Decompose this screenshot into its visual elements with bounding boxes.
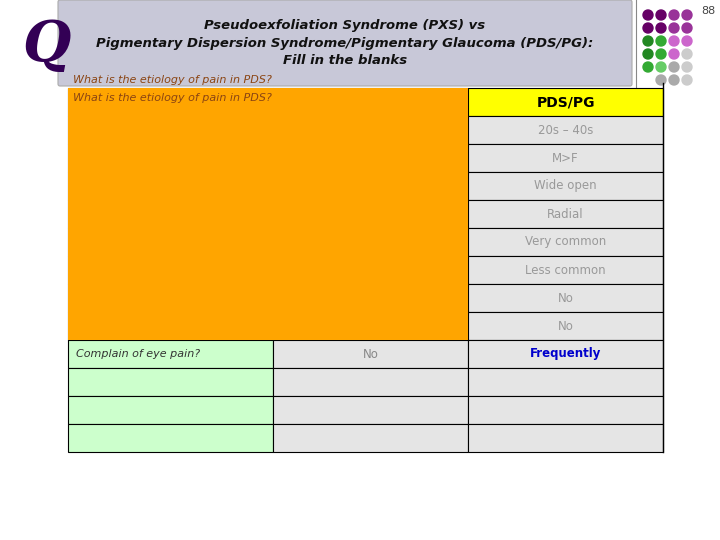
Text: Less common: Less common (525, 264, 606, 276)
Text: No: No (557, 320, 573, 333)
Bar (273, 396, 468, 424)
Text: Complain of eye pain?: Complain of eye pain? (76, 349, 200, 359)
Circle shape (682, 23, 692, 33)
Bar (273, 368, 468, 396)
Bar (68, 396, 273, 424)
Text: Pigment pattern: Pigment pattern (76, 209, 167, 219)
Bar (68, 172, 273, 200)
Circle shape (682, 49, 692, 59)
Circle shape (682, 10, 692, 20)
Bar (468, 172, 663, 200)
Bar (68, 88, 273, 116)
Text: 20s – 40s: 20s – 40s (538, 124, 593, 137)
Circle shape (682, 36, 692, 46)
Text: Radial: Radial (547, 207, 584, 220)
Bar (468, 144, 663, 172)
Circle shape (669, 49, 679, 59)
Text: What is the etiology of pain in PDS?: What is the etiology of pain in PDS? (73, 75, 272, 85)
Bar (68, 88, 468, 340)
Circle shape (656, 10, 666, 20)
Bar (468, 200, 663, 228)
Bar (273, 228, 468, 256)
Text: Sex: Sex (76, 153, 96, 163)
Bar (468, 312, 663, 340)
Text: M>F: M>F (552, 152, 579, 165)
Bar (273, 340, 468, 368)
Text: PDS/PG: PDS/PG (536, 95, 595, 109)
Bar (68, 228, 273, 256)
Circle shape (656, 49, 666, 59)
Bar (273, 144, 468, 172)
Circle shape (682, 75, 692, 85)
Circle shape (656, 23, 666, 33)
Bar (68, 368, 273, 396)
Text: Frequently: Frequently (530, 348, 601, 361)
Bar (468, 228, 663, 256)
Text: Wide open: Wide open (534, 179, 597, 192)
Text: KP: KP (76, 237, 90, 247)
Bar (468, 256, 663, 284)
Bar (468, 424, 663, 452)
Text: No: No (363, 348, 379, 361)
Text: 1...: 1... (76, 321, 94, 331)
Bar (273, 116, 468, 144)
Bar (468, 368, 663, 396)
Text: No: No (557, 292, 573, 305)
Circle shape (669, 23, 679, 33)
Circle shape (669, 75, 679, 85)
Bar (68, 144, 273, 172)
Circle shape (643, 23, 653, 33)
Bar (273, 200, 468, 228)
Circle shape (656, 36, 666, 46)
Text: Angle: Angle (76, 181, 108, 191)
Bar (68, 312, 273, 340)
Circle shape (643, 62, 653, 72)
Bar (68, 256, 273, 284)
Bar (273, 424, 468, 452)
Text: Pseudoexfoliation Syndrome (PXS) vs
Pigmentary Dispersion Syndrome/Pigmentary Gl: Pseudoexfoliation Syndrome (PXS) vs Pigm… (96, 18, 593, 68)
Bar (273, 88, 468, 116)
Text: Q: Q (22, 17, 71, 72)
Bar (68, 200, 273, 228)
Circle shape (669, 10, 679, 20)
Bar (273, 172, 468, 200)
Circle shape (669, 36, 679, 46)
Circle shape (643, 10, 653, 20)
Bar (273, 256, 468, 284)
Bar (68, 284, 273, 312)
Text: Age: Age (76, 125, 98, 135)
Bar (68, 424, 273, 452)
Text: PXS: PXS (356, 96, 384, 109)
Text: Glaucoma: Glaucoma (76, 265, 132, 275)
Text: 88: 88 (701, 6, 715, 16)
Circle shape (669, 62, 679, 72)
Bar (273, 284, 468, 312)
Bar (468, 116, 663, 144)
FancyBboxPatch shape (58, 0, 632, 86)
Text: What is the etiology of pain in PDS?: What is the etiology of pain in PDS? (73, 93, 272, 103)
Bar (468, 340, 663, 368)
Bar (468, 396, 663, 424)
Bar (468, 88, 663, 116)
Text: Very common: Very common (525, 235, 606, 248)
Bar (68, 340, 273, 368)
Bar (468, 284, 663, 312)
Circle shape (682, 62, 692, 72)
Circle shape (656, 62, 666, 72)
Circle shape (643, 36, 653, 46)
Bar (68, 116, 273, 144)
Bar (273, 312, 468, 340)
Text: Iridodonesis: Iridodonesis (76, 293, 143, 303)
Circle shape (656, 75, 666, 85)
Circle shape (643, 49, 653, 59)
